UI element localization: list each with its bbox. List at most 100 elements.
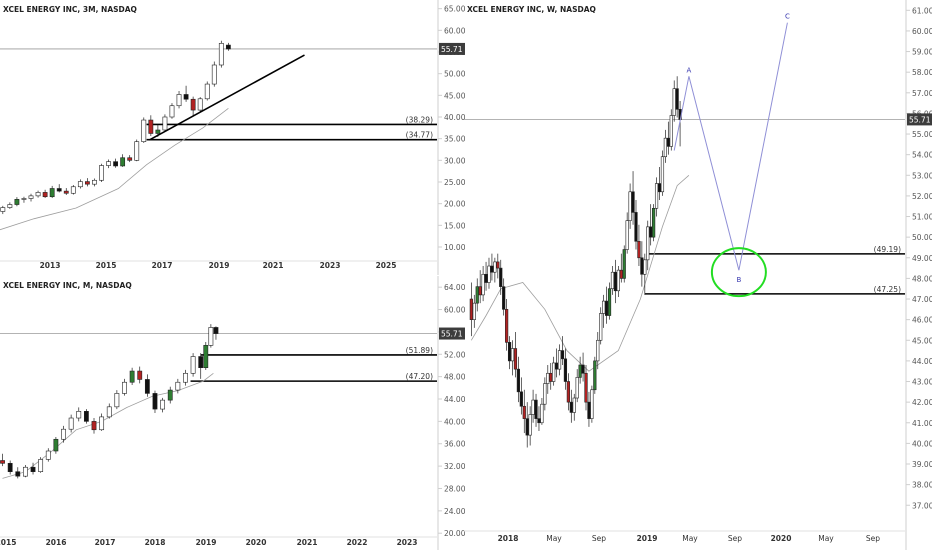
chart-title: XCEL ENERGY INC, 3M, NASDAQ — [3, 5, 137, 14]
candle-body — [213, 327, 219, 334]
x-tick-label: Sep — [728, 534, 742, 543]
y-tick-label: 57.00 — [912, 89, 932, 98]
y-tick-label: 36.00 — [444, 440, 466, 449]
candle-body — [587, 401, 591, 419]
chart-title: XCEL ENERGY INC, M, NASDAQ — [3, 281, 132, 290]
abc-projection-path — [673, 22, 788, 271]
y-tick-label: 37.00 — [912, 501, 932, 510]
candle-body — [68, 417, 74, 430]
candle-body — [654, 183, 659, 209]
x-tick-label: 2013 — [40, 261, 61, 270]
last-price-badge — [439, 42, 465, 55]
candle-body — [519, 391, 523, 407]
candle-body — [83, 411, 89, 422]
candle-body — [77, 181, 83, 188]
candle-body — [672, 88, 676, 116]
y-tick-label: 60.00 — [912, 27, 932, 36]
candle-body — [531, 399, 535, 415]
y-tick-label: 52.00 — [444, 350, 466, 359]
candle-body — [525, 418, 529, 436]
x-tick-label: May — [682, 534, 698, 543]
candle-body — [516, 368, 520, 393]
candle-body — [472, 302, 476, 320]
candle-body — [475, 286, 479, 304]
x-tick-label: Sep — [866, 534, 880, 543]
candle-body — [560, 350, 565, 360]
candle-body — [675, 88, 679, 110]
candle-body — [134, 141, 140, 161]
y-tick-label: 39.00 — [912, 460, 932, 469]
y-tick-label: 25.00 — [444, 178, 466, 187]
x-tick-label: 2017 — [95, 538, 116, 547]
candle-body — [534, 399, 538, 419]
candle-body — [543, 383, 547, 405]
candle-body — [183, 94, 189, 100]
y-tick-label: 53.00 — [912, 171, 932, 180]
y-tick-label: 60.00 — [444, 306, 466, 315]
candle-body — [91, 421, 97, 431]
candle-body — [176, 94, 182, 107]
candle-body — [129, 370, 135, 383]
candle-body — [162, 116, 168, 131]
y-tick-label: 32.00 — [444, 462, 466, 471]
last-price-label: 55.71 — [441, 330, 463, 339]
x-tick-label: 2020 — [246, 538, 267, 547]
y-tick-label: 41.00 — [912, 419, 932, 428]
candle-body — [469, 298, 473, 320]
y-tick-label: 46.00 — [912, 316, 932, 325]
candle-body — [7, 204, 13, 208]
moving-average-line — [0, 107, 229, 231]
y-tick-label: 45.00 — [912, 336, 932, 345]
candle-body — [0, 207, 6, 212]
y-tick-label: 50.00 — [912, 233, 932, 242]
candle-body — [599, 313, 603, 341]
y-tick-label: 42.00 — [912, 398, 932, 407]
candle-body — [15, 471, 21, 477]
y-tick-label: 61.00 — [912, 6, 932, 15]
y-tick-label: 59.00 — [912, 48, 932, 57]
candle-body — [152, 393, 158, 410]
candle-body — [99, 416, 105, 431]
x-tick-label: 2022 — [347, 538, 368, 547]
support-level-label: (49.19) — [874, 245, 901, 254]
support-level-label: (38.29) — [406, 115, 433, 124]
candle-body — [120, 157, 126, 167]
candle-body — [30, 466, 36, 472]
candle-body — [38, 459, 44, 472]
candle-body — [211, 64, 217, 85]
candle-body — [507, 342, 512, 362]
candle-body — [625, 220, 629, 250]
candle-body — [141, 119, 147, 142]
y-tick-label: 64.00 — [444, 283, 466, 292]
candle-body — [49, 188, 55, 198]
candle-body — [528, 414, 532, 436]
chart-3m-panel: XCEL ENERGY INC, 3M, NASDAQ 65.00 60.00 55.… — [0, 0, 466, 275]
candle-body — [487, 265, 491, 283]
x-tick-label: May — [546, 534, 562, 543]
candle-body — [593, 360, 597, 391]
candle-body — [127, 157, 133, 161]
candle-body — [619, 269, 623, 279]
candle-body — [7, 463, 13, 472]
support-level-label: (51.89) — [406, 346, 433, 355]
candle-body — [61, 428, 66, 440]
y-tick-label: 44.00 — [444, 395, 466, 404]
candle-body — [660, 156, 665, 193]
candle-body — [0, 460, 5, 464]
candle-body — [522, 405, 526, 419]
candle-body — [99, 165, 104, 181]
y-tick-label: 24.00 — [444, 507, 466, 516]
candle-body — [610, 271, 615, 290]
y-tick-label: 47.00 — [912, 295, 932, 304]
moving-average-line — [470, 174, 690, 372]
x-tick-label: Sep — [592, 534, 606, 543]
candle-body — [643, 259, 647, 275]
y-tick-label: 58.00 — [912, 68, 932, 77]
candle-body — [106, 406, 112, 418]
y-tick-label: 40.00 — [444, 417, 466, 426]
y-tick-label: 20.00 — [444, 200, 466, 209]
x-tick-label: 2019 — [196, 538, 217, 547]
y-tick-label: 40.00 — [444, 113, 466, 122]
support-level-label: (47.20) — [406, 372, 433, 381]
